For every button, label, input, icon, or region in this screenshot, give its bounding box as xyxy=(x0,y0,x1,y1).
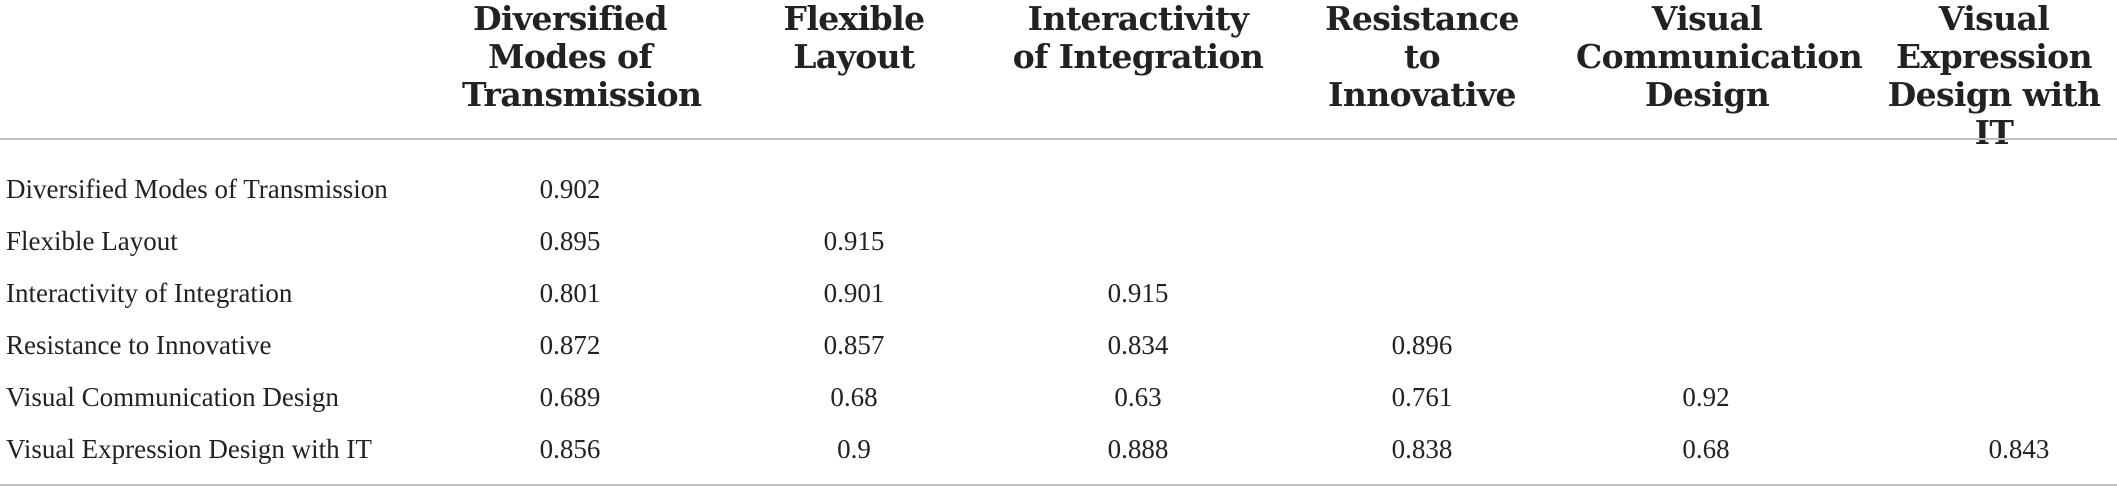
table-cell: 0.801 xyxy=(539,278,601,308)
column-header-flexible-layout: Flexible Layout xyxy=(783,0,926,76)
column-header-visual-expression: Visual Expression Design with IT xyxy=(1887,0,2101,152)
table-cell: 0.915 xyxy=(1107,278,1169,308)
table-cell: 0.838 xyxy=(1391,434,1453,464)
table-cell: 0.901 xyxy=(823,278,885,308)
table-header-row: Diversified Modes of Transmission Flexib… xyxy=(0,0,2117,152)
table-cell: 0.888 xyxy=(1107,434,1169,464)
column-header-interactivity: Interactivity of Integration xyxy=(1012,0,1264,76)
column-header-diversified-modes: Diversified Modes of Transmission xyxy=(462,0,702,114)
row-label: Interactivity of Integration xyxy=(6,278,293,308)
table-cell: 0.834 xyxy=(1107,330,1169,360)
table-cell: 0.915 xyxy=(823,226,885,256)
table-row: Flexible Layout 0.895 0.915 xyxy=(0,216,2117,268)
table-cell: 0.68 xyxy=(830,382,878,412)
table-row: Visual Communication Design 0.689 0.68 0… xyxy=(0,372,2117,424)
table-row: Diversified Modes of Transmission 0.902 xyxy=(0,164,2117,216)
table-cell: 0.761 xyxy=(1391,382,1453,412)
table-row: Resistance to Innovative 0.872 0.857 0.8… xyxy=(0,320,2117,372)
table-cell: 0.895 xyxy=(539,226,601,256)
table-cell: 0.689 xyxy=(539,382,601,412)
table-cell: 0.9 xyxy=(837,434,871,464)
table-row: Interactivity of Integration 0.801 0.901… xyxy=(0,268,2117,320)
table-cell: 0.856 xyxy=(539,434,601,464)
table-row: Visual Expression Design with IT 0.856 0… xyxy=(0,424,2117,476)
table-bottom-rule xyxy=(0,484,2117,486)
table-cell: 0.843 xyxy=(1988,434,2050,464)
row-label: Visual Expression Design with IT xyxy=(6,434,372,464)
table-cell: 0.92 xyxy=(1682,382,1730,412)
column-header-resistance: Resistance to Innovative xyxy=(1325,0,1519,114)
table-cell: 0.63 xyxy=(1114,382,1162,412)
row-label: Resistance to Innovative xyxy=(6,330,272,360)
table-cell: 0.857 xyxy=(823,330,885,360)
table-cell: 0.872 xyxy=(539,330,601,360)
header-divider xyxy=(0,138,2117,140)
column-header-visual-communication: Visual Communication Design xyxy=(1576,0,1863,114)
row-label: Flexible Layout xyxy=(6,226,178,256)
row-label: Diversified Modes of Transmission xyxy=(6,174,388,204)
table-cell: 0.896 xyxy=(1391,330,1453,360)
table-cell: 0.902 xyxy=(539,174,601,204)
row-label: Visual Communication Design xyxy=(6,382,339,412)
table-cell: 0.68 xyxy=(1682,434,1730,464)
